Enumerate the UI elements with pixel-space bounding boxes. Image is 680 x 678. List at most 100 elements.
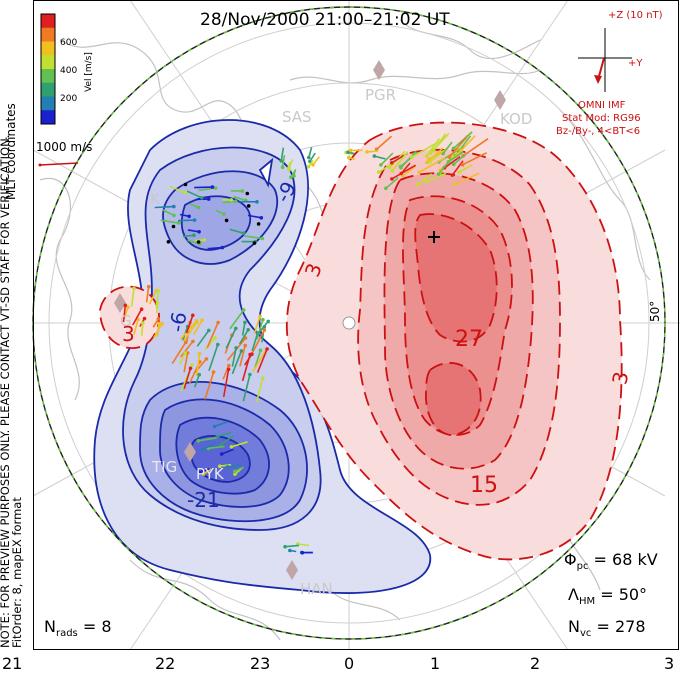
velocity-vector-origin [183,191,187,195]
velocity-vector-origin [157,317,161,321]
velocity-vector-origin [183,351,187,355]
velocity-vector-origin [288,549,292,553]
imf-z-label: +Z (10 nT) [608,10,663,21]
velocity-vector-origin [193,218,197,222]
velocity-vector-origin [416,183,420,187]
velocity-vector-origin [241,189,245,193]
velocity-vector-origin [283,545,287,549]
velocity-vector-origin [280,159,284,163]
velocity-vector-origin [399,166,403,170]
velocity-vector-origin [384,187,388,191]
velocity-vector-origin [301,551,305,555]
colorbar-tick-200: 200 [60,94,77,104]
imf-model: Stat Mod: RG96 [562,113,641,124]
colorbar-step [41,55,55,69]
map-title: 28/Nov/2000 21:00–21:02 UT [200,10,450,30]
stat-nvc: Nvc = 278 [568,617,646,639]
velocity-vector-origin [184,183,188,187]
velocity-vector-origin [226,465,230,469]
stat-nvc-value: = 278 [596,617,645,636]
velocity-colorbar [41,14,55,125]
velocity-vector-origin [141,321,145,325]
velocity-vector-origin [391,169,395,173]
velocity-vector-origin [200,318,204,322]
velocity-vector-origin [379,163,383,167]
mlt-tick-22: 22 [155,654,175,673]
velocity-vector-origin [255,200,259,204]
stat-lambda-value: = 50° [600,585,647,604]
velocity-vector-origin [198,352,202,356]
contour-label-neg21: -21 [187,488,220,512]
velocity-vector-origin [187,215,191,219]
velocity-vector-origin [234,200,238,204]
velocity-vector-origin [197,230,201,234]
velocity-vector-origin [230,198,234,202]
velocity-vector-origin [216,321,220,325]
stat-nrads-value: = 8 [83,617,112,636]
velocity-vector-origin [258,315,262,319]
mlt-tick-2: 2 [530,654,540,673]
velocity-vector-origin [216,343,220,347]
velocity-vector-origin [281,165,285,169]
velocity-vector-origin [212,370,216,374]
colorbar-label: Vel [m/s] [84,52,94,92]
imf-title: OMNI IMF [578,100,625,111]
velocity-vector-origin [250,352,254,356]
colorbar-step [41,97,55,111]
stat-lambda-hm: ΛHM = 50° [568,585,647,607]
colorbar-step [41,83,55,97]
colorbar-tick-400: 400 [60,66,77,76]
velocity-vector-origin [253,241,257,245]
stat-phi-pc: Φpc = 68 kV [564,550,658,572]
colorbar-step [41,110,55,124]
velocity-vector-origin [260,216,264,220]
velocity-vector-origin [461,163,465,167]
velocity-vector-origin [410,155,414,159]
velocity-vector-origin [240,349,244,353]
velocity-vector-origin [287,168,291,172]
velocity-vector-origin [195,321,199,325]
mlt-tick-3: 3 [664,654,674,673]
velocity-vector-origin [373,154,377,158]
velocity-vector-origin [197,240,201,244]
velocity-vector-origin [261,376,265,380]
contour-label-3-left: 3 [122,322,135,346]
velocity-vector-origin [172,214,176,218]
colorbar-tick-600: 600 [60,38,77,48]
velocity-vector-origin [452,147,456,151]
velocity-vector [208,248,223,249]
velocity-vector-origin [213,425,217,429]
station-kod: KOD [500,110,532,128]
colorbar-step [41,69,55,83]
velocity-vector-origin [227,368,231,372]
mlt-tick-1: 1 [430,654,440,673]
contour-label-27: 27 [455,327,483,352]
velocity-vector-origin [247,204,251,208]
velocity-vector-origin [349,149,353,153]
stat-nrads-sub: rads [56,628,78,639]
velocity-vector-origin [307,165,311,169]
velocity-vector-origin [211,185,215,189]
contour-label-neg6: -6 [164,310,191,334]
velocity-vector-origin [227,364,231,368]
imf-y-label: +Y [628,58,643,69]
velocity-vector-origin [233,470,237,474]
colorbar-step [41,14,55,28]
velocity-vector-origin [192,233,196,237]
velocity-vector-origin [257,222,261,226]
velocity-vector-origin [265,347,269,351]
velocity-vector-origin [220,452,224,456]
velocity-vector-origin [425,154,429,158]
velocity-vector-origin [248,373,252,377]
velocity-vector-origin [222,212,226,216]
colorbar-step [41,42,55,56]
velocity-vector-origin [225,219,229,223]
velocity-vector-origin [263,328,267,332]
station-sas: SAS [282,108,312,126]
stat-nrads-symbol: N [44,617,56,636]
velocity-vector-origin [242,231,246,235]
velocity-vector-origin [172,205,176,209]
velocity-vector-origin [201,448,205,452]
velocity-vector-origin [177,221,181,225]
velocity-vector-origin [292,174,296,178]
